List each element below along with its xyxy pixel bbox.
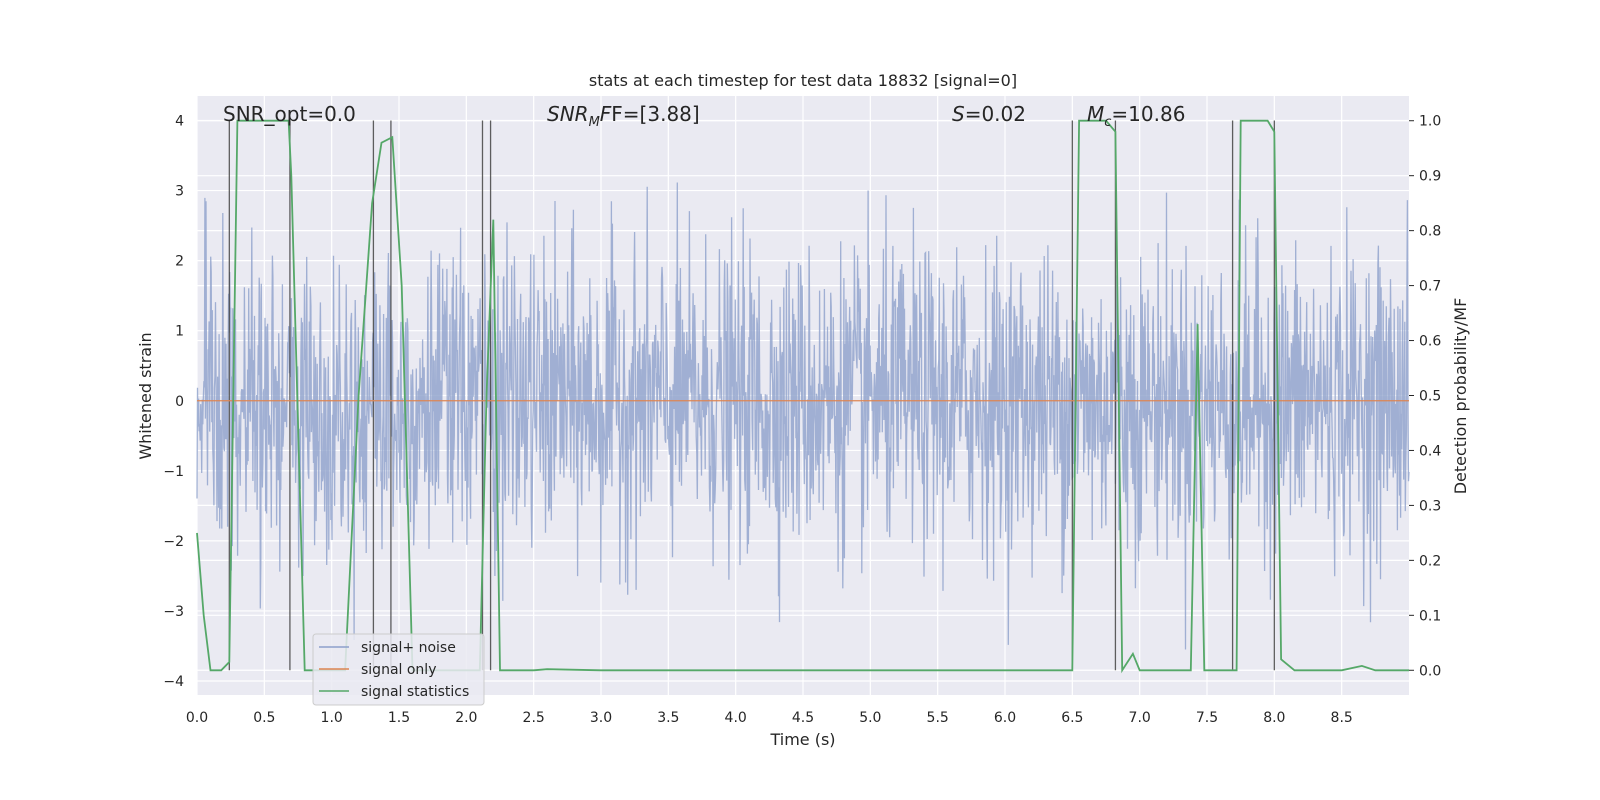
annotation-s: S=0.02 xyxy=(952,102,1026,126)
x-tick-label: 4.5 xyxy=(792,710,814,726)
x-tick-label: 6.5 xyxy=(1061,710,1083,726)
y-right-tick-label: 0.1 xyxy=(1419,608,1441,624)
legend-label-signal-statistics: signal statistics xyxy=(361,684,469,700)
y-tick-label: 1 xyxy=(175,324,184,340)
y-tick-label: −1 xyxy=(163,464,184,480)
annotation-mc: Mc=10.86 xyxy=(1087,102,1185,130)
x-tick-label: 1.5 xyxy=(388,710,410,726)
annotation-snr-mf-sub: M xyxy=(589,115,600,130)
legend: signal+ noise signal only signal statist… xyxy=(312,633,485,706)
annotation-mc-sub: c xyxy=(1104,115,1111,130)
y-right-tick-label: 0.8 xyxy=(1419,224,1441,240)
annotation-mc-rest: =10.86 xyxy=(1111,102,1185,126)
annotation-snr-mf-rest: F=[3.88] xyxy=(611,102,699,126)
annotation-snr-mf-f: F xyxy=(600,102,612,126)
x-tick-label: 8.0 xyxy=(1263,710,1285,726)
y-tick-label: 0 xyxy=(175,394,184,410)
x-tick-label: 6.0 xyxy=(994,710,1016,726)
y-tick-label: 2 xyxy=(175,254,184,270)
signal-noise-series xyxy=(196,182,1410,650)
x-tick-label: 7.0 xyxy=(1129,710,1151,726)
x-tick-label: 5.5 xyxy=(927,710,949,726)
y-right-axis-label: Detection probability/MF xyxy=(1451,298,1470,495)
x-tick-label: 8.5 xyxy=(1331,710,1353,726)
y-tick-label: −3 xyxy=(163,604,184,620)
y-right-tick-label: 0.9 xyxy=(1419,169,1441,185)
x-tick-labels: 0.0 0.5 1.0 1.5 2.0 2.5 3.0 3.5 4.0 4.5 5.0 5.5 6.0 6… xyxy=(186,710,1353,726)
annotation-snr-opt: SNR_opt=0.0 xyxy=(223,102,356,126)
annotation-snr-mf: SNRMFF=[3.88] xyxy=(547,102,700,130)
x-tick-label: 3.5 xyxy=(657,710,679,726)
y-tick-label: 3 xyxy=(175,184,184,200)
annotation-mc-italic: M xyxy=(1087,102,1104,126)
signal-statistics-series xyxy=(196,119,1409,674)
y-right-tick-label: 0.4 xyxy=(1419,443,1441,459)
y-right-tick-label: 0.6 xyxy=(1419,334,1441,350)
y-right-tick-label: 0.0 xyxy=(1419,663,1441,679)
x-tick-label: 1.0 xyxy=(321,710,343,726)
x-tick-label: 7.5 xyxy=(1196,710,1218,726)
annotation-snr-mf-main: SNR xyxy=(547,102,589,126)
y-right-tick-label: 0.2 xyxy=(1419,553,1441,569)
y-tick-label: −4 xyxy=(163,674,184,690)
x-tick-label: 2.0 xyxy=(455,710,477,726)
x-tick-label: 4.0 xyxy=(725,710,747,726)
y-tick-labels: −4 −3 −2 −1 0 1 2 3 4 xyxy=(163,114,184,690)
legend-label-signal-only: signal only xyxy=(361,662,436,678)
legend-box xyxy=(312,633,485,706)
x-tick-label: 2.5 xyxy=(523,710,545,726)
x-tick-label: 0.0 xyxy=(186,710,208,726)
x-tick-label: 5.0 xyxy=(859,710,881,726)
annotation-s-rest: =0.02 xyxy=(965,102,1026,126)
legend-label-signal-noise: signal+ noise xyxy=(361,640,456,656)
chart-title: stats at each timestep for test data 188… xyxy=(589,71,1017,90)
x-tick-label: 3.0 xyxy=(590,710,612,726)
y-right-tick-label: 0.3 xyxy=(1419,498,1441,514)
signal-noise-line xyxy=(196,182,1410,650)
signal-statistics-line xyxy=(196,119,1409,674)
y-right-tick-label: 0.7 xyxy=(1419,279,1441,295)
y-tick-label: 4 xyxy=(175,114,184,130)
x-axis-label: Time (s) xyxy=(769,730,835,749)
y-right-tick-labels: 0.0 0.1 0.2 0.3 0.4 0.5 0.6 0.7 0.8 0.9 1.0 xyxy=(1409,114,1441,679)
y-tick-label: −2 xyxy=(163,534,184,550)
y-right-tick-label: 0.5 xyxy=(1419,389,1441,405)
annotation-s-italic: S xyxy=(952,102,965,126)
x-tick-label: 0.5 xyxy=(253,710,275,726)
y-right-tick-label: 1.0 xyxy=(1419,114,1441,130)
y-axis-label: Whitened strain xyxy=(136,332,155,459)
